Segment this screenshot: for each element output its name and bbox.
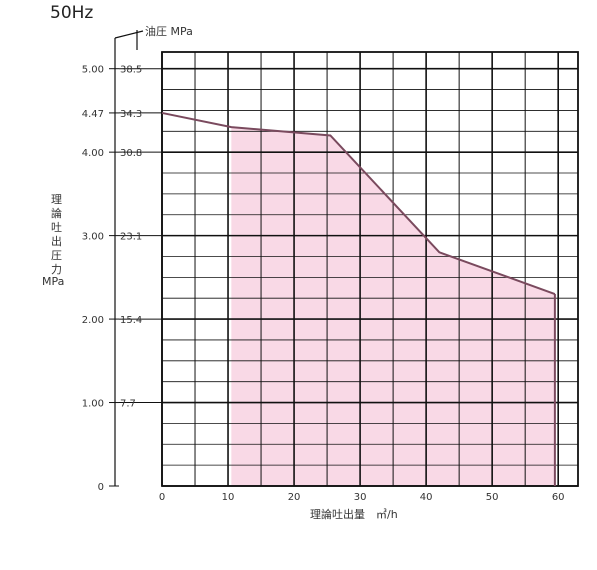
pressure-scale-bracket xyxy=(114,30,144,39)
right-axis-label: 油圧 MPa xyxy=(145,24,193,38)
y-axis-label-char: 出 xyxy=(51,234,62,248)
x-tick-label: 30 xyxy=(354,492,367,503)
y-tick-label-right: 23.1 xyxy=(120,232,142,243)
x-tick-label: 0 xyxy=(159,492,165,503)
y-tick-label-right: 38.5 xyxy=(120,65,142,76)
x-tick-label: 60 xyxy=(552,492,565,503)
grid-layer xyxy=(161,52,578,487)
x-tick-label: 20 xyxy=(288,492,301,503)
chart-title: 50Hz xyxy=(50,3,93,23)
y-axis-label-char: 圧 xyxy=(51,249,62,262)
x-tick-label: 50 xyxy=(486,492,499,503)
y-tick-label-left: 4.00 xyxy=(82,148,104,159)
y-tick-label-left: 3.00 xyxy=(82,232,104,243)
plot-frame xyxy=(161,51,579,487)
x-tick-label: 10 xyxy=(222,492,235,503)
y-tick-label-right: 30.8 xyxy=(120,148,142,159)
x-tick-label: 40 xyxy=(420,492,433,503)
series-line xyxy=(161,111,556,295)
y-tick-label-left: 4.47 xyxy=(82,109,104,120)
y-axis-label-char: 力 xyxy=(51,263,62,276)
y-tick-label-right: 7.7 xyxy=(120,399,136,410)
y-tick-label-left: 0 xyxy=(98,482,104,493)
x-axis-label: 理論吐出量 ㎥/h xyxy=(310,507,398,521)
series-layer xyxy=(161,111,556,486)
y-tick-label-left: 1.00 xyxy=(82,399,104,410)
y-tick-label-left: 5.00 xyxy=(82,65,104,76)
y-axis-label-char: 吐 xyxy=(51,221,62,234)
y-axis-label-char: 理 xyxy=(51,193,62,206)
tick-label-layer: 0 1.00 7.7 2.00 15.4 3.00 23.1 4.00 30.8 4.47 34.3… xyxy=(82,65,565,503)
y-axis-unit: MPa xyxy=(42,275,64,288)
y-tick-label-right: 15.4 xyxy=(120,315,142,326)
y-axis-label-char: 論 xyxy=(51,206,62,220)
y-tick-label-left: 2.00 xyxy=(82,315,104,326)
y-tick-label-right: 34.3 xyxy=(120,109,142,120)
